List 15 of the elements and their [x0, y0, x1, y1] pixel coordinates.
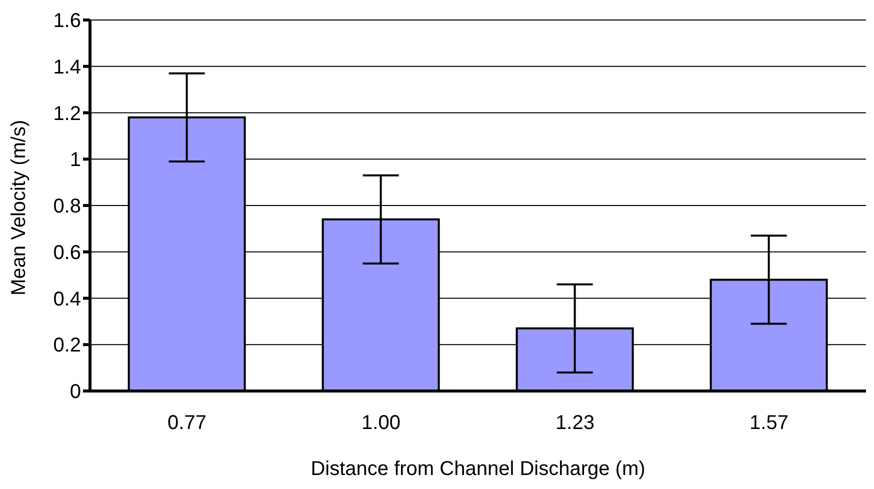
y-tick-label: 0 — [70, 381, 81, 404]
x-tick-label: 1.23 — [556, 412, 594, 434]
x-axis-title: Distance from Channel Discharge (m) — [310, 458, 646, 480]
x-tick-label: 0.77 — [168, 412, 206, 434]
y-tick-label: 0.6 — [53, 242, 81, 264]
y-tick-label: 1.4 — [53, 56, 81, 78]
y-axis-title: Mean Velocity (m/s) — [8, 120, 30, 296]
y-tick-label: 0.4 — [53, 288, 81, 310]
x-tick-label: 1.00 — [362, 412, 400, 434]
y-tick-label: 0.2 — [53, 334, 81, 357]
y-tick-label: 0.8 — [53, 196, 81, 218]
x-tick-label: 1.57 — [750, 412, 788, 434]
y-tick-label: 1 — [70, 149, 81, 172]
y-tick-label: 1.2 — [53, 102, 81, 125]
y-tick-label: 1.6 — [53, 10, 81, 32]
